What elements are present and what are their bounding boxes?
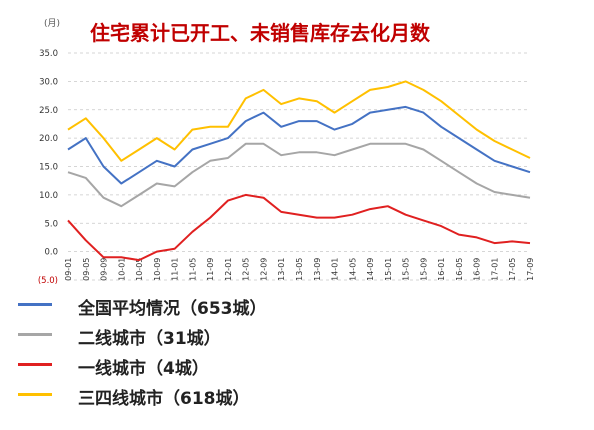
x-tick-label: 11-05 bbox=[188, 258, 197, 281]
x-tick-label: 11-09 bbox=[206, 258, 215, 281]
x-tick-label: 13-05 bbox=[295, 258, 304, 281]
x-tick-label: 15-01 bbox=[384, 258, 393, 281]
y-tick-label: 15.0 bbox=[39, 163, 58, 173]
x-tick-label: 09-01 bbox=[64, 258, 73, 281]
chart: 住宅累计已开工、未销售库存去化月数 (月) 35.0 30.0 25.0 20.0 15… bbox=[38, 18, 535, 286]
y-tick-label: 10.0 bbox=[39, 191, 58, 201]
x-tick-label: 16-05 bbox=[455, 258, 464, 281]
x-tick-label: 09-09 bbox=[100, 258, 109, 281]
x-axis-ticks: 09-01 09-05 09-09 10-01 10-05 10-09 11-01 11-05… bbox=[64, 258, 535, 281]
series-line-2 bbox=[67, 193, 531, 262]
legend-label-tier1: 一线城市（4城） bbox=[78, 359, 209, 379]
x-tick-label: 17-01 bbox=[490, 258, 499, 281]
legend-label-tier34: 三四线城市（618城） bbox=[78, 389, 250, 409]
x-tick-label: 12-09 bbox=[259, 258, 268, 281]
x-tick-label: 15-05 bbox=[402, 258, 411, 281]
x-tick-label: 15-09 bbox=[419, 258, 428, 281]
legend-label-national: 全国平均情况（653城） bbox=[78, 299, 267, 319]
chart-title: 住宅累计已开工、未销售库存去化月数 bbox=[90, 21, 431, 45]
y-tick-label: 25.0 bbox=[39, 106, 58, 116]
y-tick-label: 5.0 bbox=[44, 219, 58, 229]
y-tick-label: 0.0 bbox=[44, 248, 58, 258]
x-tick-label: 13-01 bbox=[277, 258, 286, 281]
x-tick-label: 14-05 bbox=[348, 258, 357, 281]
x-tick-label: 17-05 bbox=[508, 258, 517, 281]
y-tick-label: 35.0 bbox=[39, 49, 58, 59]
legend-swatch-tier34 bbox=[18, 393, 52, 396]
legend-swatch-national bbox=[18, 303, 52, 306]
y-tick-label: 20.0 bbox=[39, 134, 58, 144]
x-tick-label: 14-09 bbox=[366, 258, 375, 281]
x-tick-label: 16-09 bbox=[473, 258, 482, 281]
series-line-1 bbox=[67, 142, 531, 208]
legend-label-tier2: 二线城市（31城） bbox=[78, 329, 221, 349]
legend-swatch-tier2 bbox=[18, 333, 52, 336]
x-tick-label: 16-01 bbox=[437, 258, 446, 281]
y-axis-ticks: 35.0 30.0 25.0 20.0 15.0 10.0 5.0 0.0 (5.0) bbox=[38, 49, 58, 286]
x-tick-label: 17-09 bbox=[526, 258, 535, 281]
y-unit-label: (月) bbox=[44, 18, 60, 29]
x-tick-label: 13-09 bbox=[313, 258, 322, 281]
series-line-0 bbox=[67, 105, 531, 185]
x-tick-label: 09-05 bbox=[82, 258, 91, 281]
x-tick-label: 10-05 bbox=[135, 258, 144, 281]
x-tick-label: 11-01 bbox=[171, 258, 180, 281]
y-tick-label: (5.0) bbox=[38, 276, 58, 286]
y-tick-label: 30.0 bbox=[39, 77, 58, 87]
x-tick-label: 10-01 bbox=[117, 258, 126, 281]
grid bbox=[68, 52, 530, 281]
x-tick-label: 12-01 bbox=[224, 258, 233, 281]
legend-swatch-tier1 bbox=[18, 363, 52, 366]
series-lines bbox=[67, 80, 531, 262]
x-tick-label: 14-01 bbox=[331, 258, 340, 281]
x-tick-label: 12-05 bbox=[242, 258, 251, 281]
series-line-3 bbox=[67, 80, 531, 162]
x-tick-label: 10-09 bbox=[153, 258, 162, 281]
